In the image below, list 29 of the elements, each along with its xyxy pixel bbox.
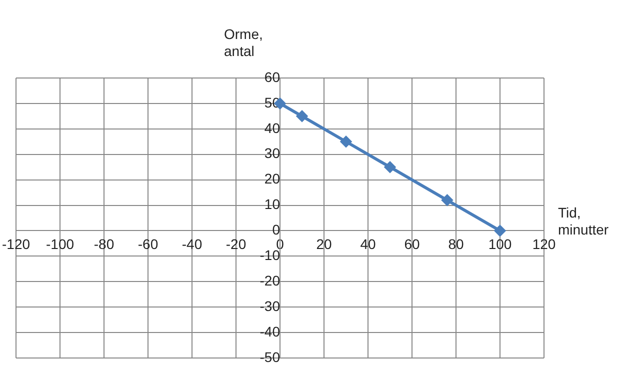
x-tick-label: 120: [532, 236, 556, 252]
y-tick-label: 10: [264, 196, 280, 212]
x-tick-label: 100: [488, 236, 512, 252]
y-tick-label: 0: [272, 222, 280, 238]
x-tick-label: -100: [46, 236, 74, 252]
point: [494, 225, 506, 236]
y-tick-label: 20: [264, 170, 280, 187]
y-tick-label: -30: [260, 298, 280, 314]
point: [340, 136, 352, 148]
x-tick-label: -120: [2, 236, 30, 252]
y-tick-label: -50: [260, 348, 280, 365]
point: [296, 110, 308, 122]
x-tick-label: 40: [360, 236, 376, 252]
y-tick-label: -40: [260, 323, 280, 340]
y-axis-title: Orme, antal: [224, 26, 263, 59]
x-tick-label: -20: [226, 236, 246, 252]
y-tick-label: -20: [260, 272, 280, 288]
x-tick-label: -40: [182, 236, 202, 252]
x-axis-title: Tid, minutter: [558, 204, 609, 238]
x-tick-label: -60: [138, 236, 158, 252]
point: [384, 162, 396, 173]
x-tick-label: 20: [316, 236, 332, 252]
x-tick-label: -80: [94, 236, 114, 252]
point: [442, 194, 453, 206]
x-tick-label: 80: [448, 236, 464, 252]
x-tick-label: 60: [404, 236, 420, 252]
y-tick-label: 30: [264, 145, 280, 162]
y-tick-label: 60: [264, 68, 280, 85]
y-tick-label: 40: [264, 120, 280, 136]
